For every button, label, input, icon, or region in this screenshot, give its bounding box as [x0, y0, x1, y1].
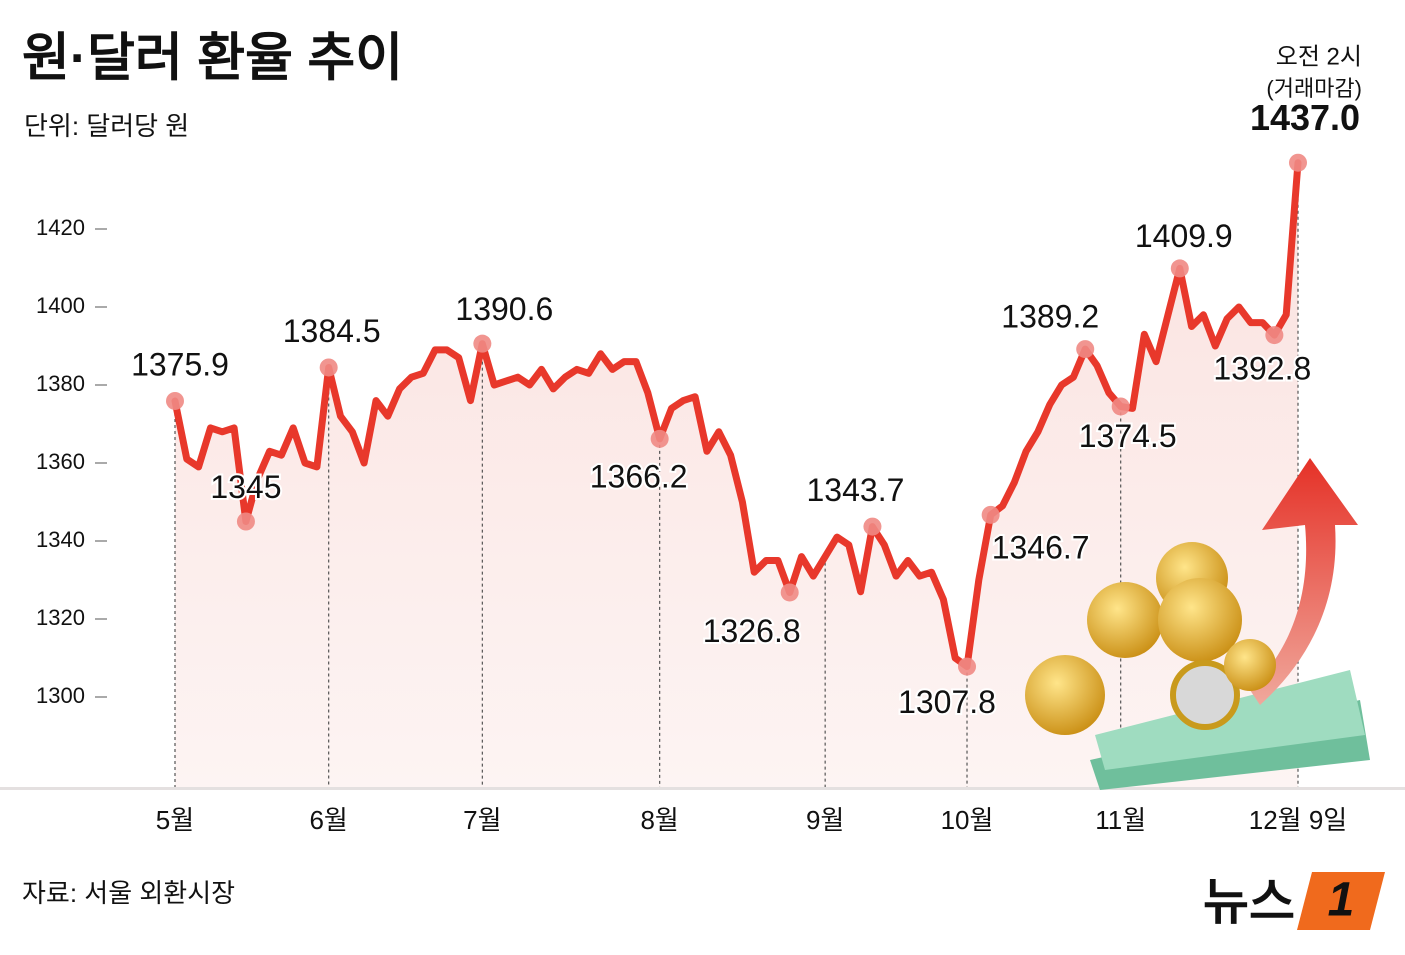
point — [319, 358, 338, 377]
x-axis — [0, 787, 1405, 790]
value-label: 1346.7 — [992, 529, 1090, 565]
banknotes — [1095, 670, 1365, 770]
point — [1076, 340, 1095, 359]
y-tick-label: 1400 — [36, 293, 85, 318]
logo-badge-text: 1 — [1328, 874, 1355, 927]
point — [650, 429, 669, 448]
coin — [1170, 660, 1240, 730]
illustration — [1025, 458, 1370, 790]
y-tick-label: 1380 — [36, 371, 85, 396]
point — [236, 512, 255, 531]
x-tick-label: 5월 — [156, 805, 194, 835]
y-tick-label: 1300 — [36, 683, 85, 708]
point — [1265, 326, 1284, 345]
value-label: 1343.7 — [807, 472, 905, 508]
point — [958, 657, 977, 676]
x-tick-label: 6월 — [309, 805, 347, 835]
point — [1170, 259, 1189, 278]
subtitle: 단위: 달러당 원 — [24, 111, 189, 141]
source: 자료: 서울 외환시장 — [22, 878, 235, 908]
value-label: 1390.6 — [455, 291, 553, 327]
point — [981, 505, 1000, 524]
coin — [1025, 655, 1105, 735]
point — [863, 517, 882, 536]
note: (거래마감) — [1266, 76, 1362, 101]
point — [166, 391, 184, 410]
x-tick-label: 11월 — [1095, 805, 1146, 835]
value-label: 1326.8 — [703, 613, 801, 649]
line — [171, 159, 1302, 671]
value-label: 1366.2 — [590, 458, 688, 494]
x-tick-label: 10월 — [941, 805, 994, 835]
y-tick-label: 1340 — [36, 527, 85, 552]
plot-area: 1300 1320 1340 1360 1380 1400 1420 5월 6월 7월 8월 9월 10… — [36, 95, 1362, 835]
logo-text: 뉴스 — [1203, 874, 1295, 930]
point — [780, 583, 799, 602]
value-label: 1384.5 — [283, 313, 381, 349]
coin — [1087, 582, 1163, 658]
note: 오전 2시 — [1276, 43, 1362, 70]
value-label: 1409.9 — [1135, 218, 1233, 254]
point — [473, 334, 492, 353]
point — [1111, 397, 1130, 416]
logo-badge — [1297, 872, 1385, 930]
x-tick-label: 12월 9일 — [1249, 805, 1347, 835]
value-label: 1375.9 — [131, 346, 229, 382]
arrow — [1250, 458, 1358, 705]
value-label: 1307.8 — [898, 684, 996, 720]
value-label: 1374.5 — [1079, 418, 1177, 454]
y-tick-label: 1420 — [36, 215, 85, 240]
value-label: 1392.8 — [1213, 351, 1311, 387]
y-tick-label: 1360 — [36, 449, 85, 474]
value-label: 1437.0 — [1250, 97, 1360, 138]
coin — [1158, 578, 1242, 662]
chart-title: 원·달러 환율 추이 — [22, 30, 403, 88]
area — [175, 162, 1298, 788]
x-tick-label: 8월 — [640, 805, 678, 835]
value-label: 1389.2 — [1001, 299, 1099, 335]
point — [1289, 153, 1307, 172]
coin — [1224, 639, 1276, 691]
value-label: 1345 — [210, 469, 281, 505]
y-tick-label: 1320 — [36, 605, 85, 630]
x-tick-label: 7월 — [463, 805, 501, 835]
x-tick-label: 9월 — [806, 805, 844, 835]
